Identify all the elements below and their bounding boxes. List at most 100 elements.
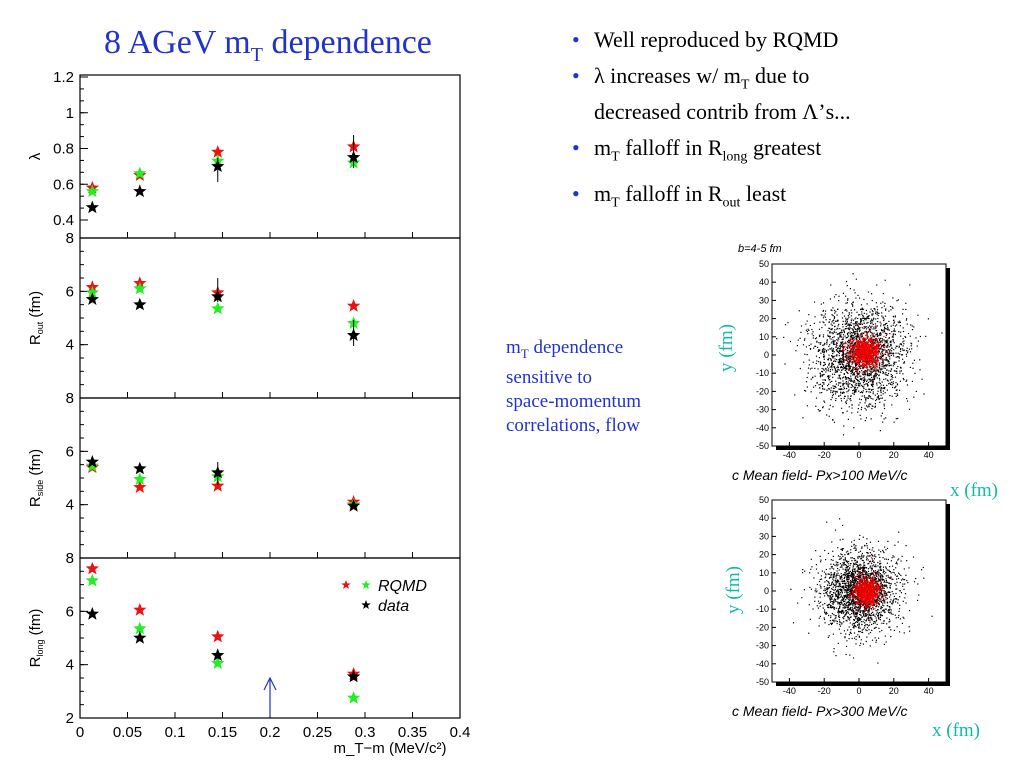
scatter-dot [802, 417, 804, 419]
scatter-dot [850, 335, 852, 337]
scatter-dot [872, 369, 874, 371]
scatter-dot [850, 592, 852, 594]
scatter-dot [839, 566, 841, 568]
scatter-dot [850, 369, 853, 371]
scatter-dot [854, 361, 856, 363]
scatter-dot [842, 364, 844, 366]
scatter-dot [879, 573, 881, 575]
scatter-dot [875, 564, 877, 566]
scatter-dot [868, 612, 870, 614]
scatter-dot [812, 331, 814, 333]
scatter-dot [846, 355, 848, 357]
scatter-dot [876, 363, 878, 366]
scatter-dot [867, 363, 869, 365]
scatter-dot [875, 370, 877, 372]
scatter-dot [842, 320, 844, 322]
scatter-dot [842, 367, 844, 369]
scatter-dot [874, 403, 876, 405]
scatter-dot [921, 569, 923, 571]
scatter-dot [868, 341, 870, 343]
legend-marker-data [361, 600, 371, 609]
scatter-dot [872, 560, 874, 562]
scatter-dot [880, 340, 882, 342]
scatter-dot [879, 332, 881, 334]
scatter-dot [866, 335, 869, 337]
y-axis-label: Rside (fm) [27, 449, 45, 507]
scatter-dot [871, 361, 873, 363]
scatter-dot [873, 352, 875, 354]
scatter-dot [819, 555, 821, 557]
scatter-dot [841, 344, 843, 347]
scatter-dot [869, 340, 871, 342]
scatter-dot [874, 346, 876, 349]
scatter-dot [843, 392, 845, 394]
scatter-dot [837, 320, 839, 322]
scatter-dot [840, 601, 842, 604]
scatter-dot [860, 358, 862, 360]
scatter-dot [877, 351, 880, 353]
scatter-dot [804, 570, 806, 572]
scatter-dot [844, 309, 846, 311]
scatter-dot [847, 318, 849, 320]
scatter-dot [887, 354, 889, 356]
scatter-dot [867, 616, 869, 618]
scatter-dot [880, 357, 882, 359]
scatter-dot [833, 607, 835, 609]
scatter-dot [885, 333, 888, 335]
y-tick-label: 6 [66, 603, 74, 620]
scatter-dot [857, 566, 860, 569]
scatter-dot [855, 597, 857, 600]
scatter-dot [897, 602, 899, 604]
scatter-dot [856, 321, 858, 323]
scatter-dot [819, 375, 821, 377]
scatter-dot [845, 354, 847, 356]
scatter-dot [898, 360, 900, 362]
scatter-dot [860, 337, 862, 339]
scatter-dot [845, 613, 847, 615]
scatter-dot [873, 336, 875, 338]
scatter-dot [854, 335, 856, 337]
scatter-dot [895, 562, 897, 564]
scatter-dot [855, 343, 857, 345]
scatter-dot [859, 314, 861, 316]
scatter-dot [890, 629, 892, 631]
scatter-dot [855, 353, 857, 355]
scatter-dot [879, 430, 881, 432]
scatter-dot [859, 571, 861, 573]
scatter-dot [889, 620, 891, 622]
scatter-dot [871, 325, 873, 327]
scatter-dot [871, 340, 873, 342]
scatter-dot [832, 390, 834, 392]
scatter-dot [784, 363, 786, 365]
scatter-dot [813, 347, 815, 349]
scatter-dot [831, 573, 833, 575]
scatter-dot [866, 344, 869, 346]
scatter-dot [877, 312, 879, 314]
scatter-dot [837, 384, 839, 386]
scatter-dot [853, 573, 855, 575]
scatter-dot [847, 573, 849, 575]
scatter-dot [865, 360, 867, 362]
scatter-dot [842, 392, 844, 394]
scatter-dot [828, 587, 830, 589]
scatter-dot [863, 365, 865, 368]
scatter-dot [853, 355, 856, 357]
scatter-dot [838, 361, 840, 363]
scatter-dot [855, 626, 857, 628]
scatter-dot [856, 359, 858, 361]
scatter-dot [859, 414, 861, 416]
scatter-dot [869, 391, 872, 393]
scatter-dot [874, 376, 876, 378]
scatter-dot [887, 591, 889, 593]
scatter-dot [847, 598, 850, 600]
scatter-dot [827, 334, 829, 336]
scatter-dot [802, 569, 804, 571]
scatter-dot [856, 324, 858, 326]
scatter-dot [891, 347, 893, 349]
scatter-dot [876, 576, 878, 578]
scatter-dot [840, 336, 842, 338]
scatter-dot [858, 398, 861, 400]
scatter-dot [839, 563, 841, 565]
scatter-dot [842, 334, 845, 336]
scatter-dot [853, 600, 855, 603]
